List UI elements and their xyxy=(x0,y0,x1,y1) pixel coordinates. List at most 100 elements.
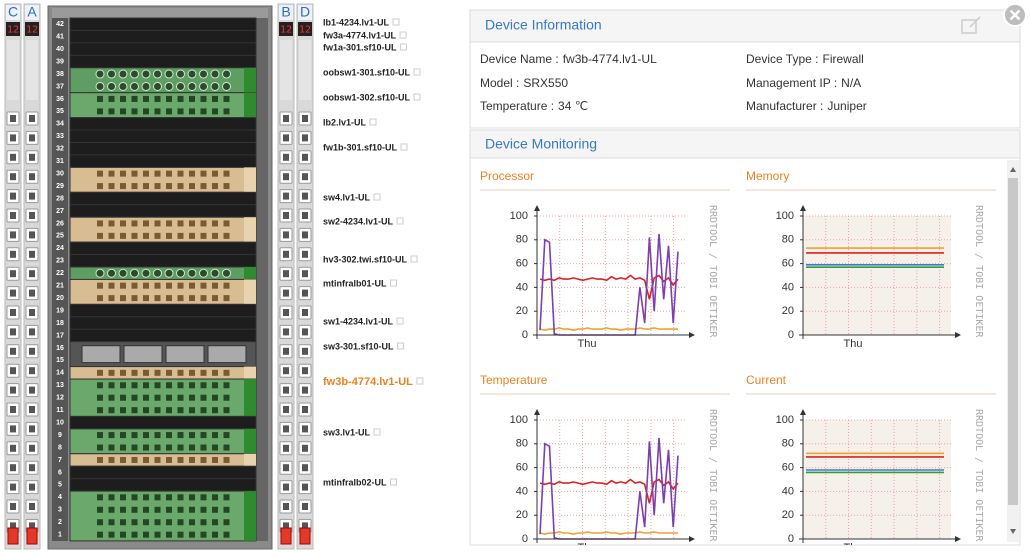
outlet-pin xyxy=(10,270,16,278)
outlet-pin xyxy=(29,173,35,181)
outlet-pin xyxy=(10,522,16,530)
port xyxy=(97,295,103,302)
port xyxy=(131,456,138,463)
outlet-pin xyxy=(10,347,16,355)
port xyxy=(212,456,218,463)
panel-title: Device Monitoring xyxy=(485,136,597,152)
outlet-pin xyxy=(302,328,308,336)
port xyxy=(187,69,197,79)
device-label[interactable]: sw2-4234.lv1-UL xyxy=(323,216,394,226)
port xyxy=(108,519,115,526)
empty-unit xyxy=(69,303,257,318)
port xyxy=(210,81,220,91)
port xyxy=(200,494,207,501)
port xyxy=(97,95,103,102)
scrollbar-thumb[interactable] xyxy=(1008,178,1018,505)
port xyxy=(212,531,218,538)
device-label[interactable]: fw1b-301.sf10-UL xyxy=(323,142,398,152)
port xyxy=(120,108,126,115)
port xyxy=(108,232,115,239)
port xyxy=(97,494,103,501)
outlet-pin xyxy=(29,503,35,510)
pdu-label: A xyxy=(27,4,37,20)
port xyxy=(97,282,103,289)
port xyxy=(212,232,218,239)
y-tick-label: 0 xyxy=(522,329,528,341)
port xyxy=(143,170,149,177)
outlet-pin xyxy=(283,192,289,200)
unit-number: 2 xyxy=(58,519,62,526)
device-label[interactable]: fw3a-4774.lv1-UL xyxy=(323,30,397,40)
port xyxy=(107,268,116,278)
outlet-pin xyxy=(29,153,35,161)
port xyxy=(223,108,230,115)
port xyxy=(97,220,103,227)
device-label[interactable]: fw3b-4774.lv1-UL xyxy=(323,376,413,388)
field-label: Temperature : xyxy=(480,99,554,113)
device-label[interactable]: mtinfralb01-UL xyxy=(323,278,387,288)
outlet-pin xyxy=(302,231,308,239)
port xyxy=(97,407,103,414)
outlet-pin xyxy=(283,153,289,161)
outlet-pin xyxy=(302,464,308,472)
port xyxy=(108,394,115,401)
port xyxy=(154,494,161,501)
port xyxy=(154,295,161,302)
unit-number: 21 xyxy=(56,283,64,290)
port xyxy=(212,282,218,289)
port xyxy=(189,232,195,239)
popout-arrow xyxy=(969,16,981,28)
field-label: Manufacturer : xyxy=(746,99,823,113)
x-arrow xyxy=(689,332,695,338)
y-tick-label: 60 xyxy=(782,462,794,474)
field-value: Juniper xyxy=(827,99,866,113)
y-tick-label: 20 xyxy=(516,305,528,317)
port xyxy=(212,108,218,115)
device-label[interactable]: sw3-301.sf10-UL xyxy=(323,341,394,351)
outlet-pin xyxy=(283,503,289,510)
device-label[interactable]: lb1-4234.lv1-UL xyxy=(323,17,390,27)
port xyxy=(166,282,172,289)
port xyxy=(210,268,220,278)
device-label[interactable]: sw1-4234.lv1-UL xyxy=(323,316,394,326)
plot-bg xyxy=(803,420,951,539)
outlet-pin xyxy=(283,173,289,181)
device-label[interactable]: mtinfralb02-UL xyxy=(323,477,387,487)
outlet-pin xyxy=(29,522,35,530)
port xyxy=(200,506,207,513)
port xyxy=(166,369,172,376)
outlet-pin xyxy=(10,309,16,316)
port xyxy=(95,268,105,278)
device-label[interactable]: lb2.lv1-UL xyxy=(323,117,367,127)
outlet-pin xyxy=(29,347,35,355)
port xyxy=(212,394,218,401)
port xyxy=(131,506,138,513)
device-label[interactable]: sw4.lv1-UL xyxy=(323,192,371,202)
outlet-pin xyxy=(29,289,35,297)
scroll-up[interactable] xyxy=(1010,167,1016,172)
scroll-down[interactable] xyxy=(1010,529,1016,534)
rack-num-column xyxy=(52,18,68,541)
port xyxy=(166,394,172,401)
device-label[interactable]: oobsw1-301.sf10-UL xyxy=(323,67,411,77)
device-label[interactable]: sw3.lv1-UL xyxy=(323,427,371,437)
port xyxy=(120,95,126,102)
port xyxy=(223,494,230,501)
port xyxy=(166,444,172,451)
pdu-display-bg xyxy=(279,22,293,36)
port xyxy=(143,108,149,115)
port xyxy=(154,382,161,389)
outlet-pin xyxy=(10,503,16,510)
port xyxy=(166,456,172,463)
port xyxy=(131,295,138,302)
device-label[interactable]: oobsw1-302.sf10-UL xyxy=(323,92,411,102)
device-stripe xyxy=(244,279,256,305)
port xyxy=(222,69,231,79)
port xyxy=(177,506,184,513)
field-label: Model : xyxy=(480,76,519,90)
port xyxy=(189,407,195,414)
outlet-pin xyxy=(29,309,35,316)
device-label[interactable]: fw1a-301.sf10-UL xyxy=(323,42,397,52)
port xyxy=(189,432,195,439)
device-label[interactable]: hv3-302.twi.sf10-UL xyxy=(323,254,408,264)
